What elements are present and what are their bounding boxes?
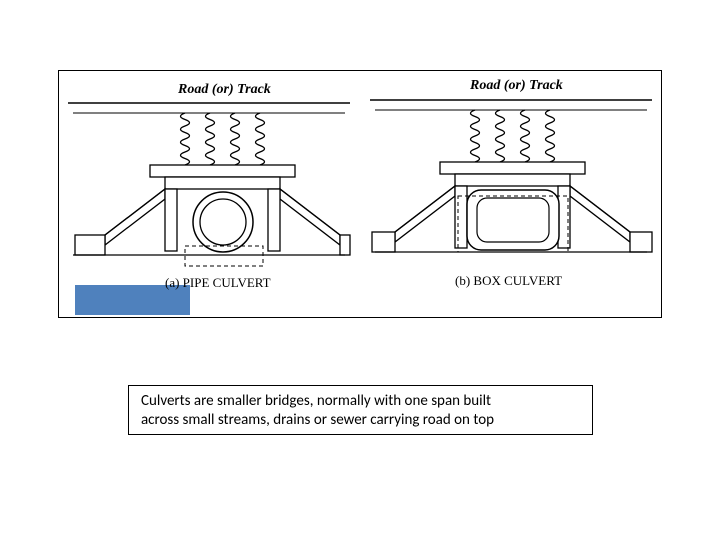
description-line1: Culverts are smaller bridges, normally w…	[141, 392, 580, 411]
road-track-label-left: Road (or) Track	[178, 82, 271, 98]
caption-box-culvert: (b) BOX CULVERT	[455, 273, 562, 289]
description-line2: across small streams, drains or sewer ca…	[141, 411, 580, 430]
description-box: Culverts are smaller bridges, normally w…	[128, 385, 593, 435]
caption-pipe-culvert: (a) PIPE CULVERT	[165, 275, 271, 291]
road-track-label-right: Road (or) Track	[470, 78, 563, 94]
culvert-drawings	[0, 0, 720, 540]
